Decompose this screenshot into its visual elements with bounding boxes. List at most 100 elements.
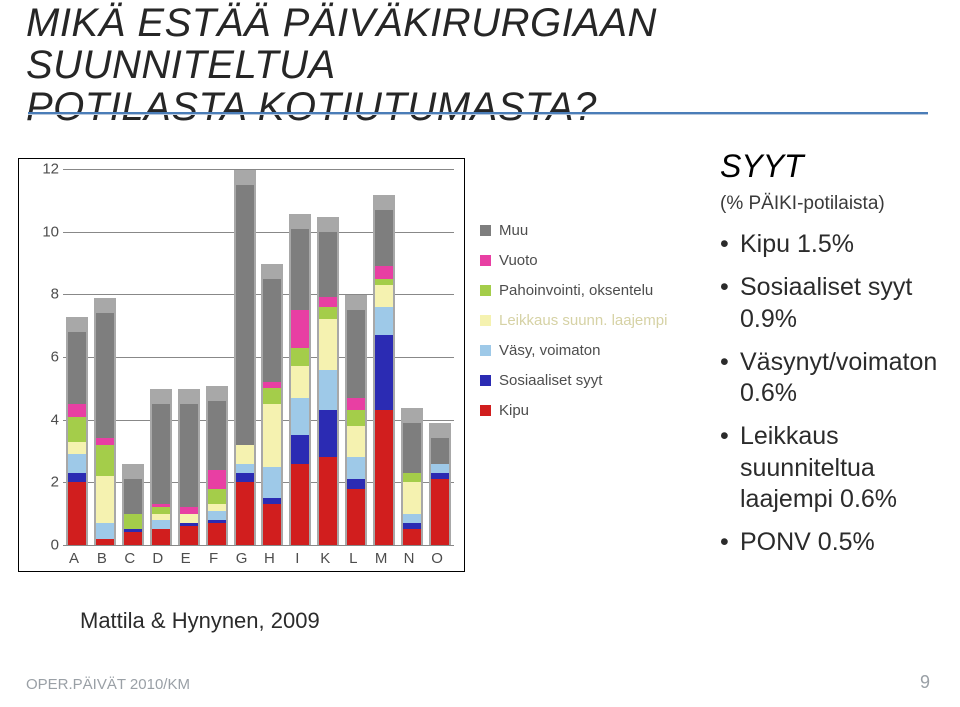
bar-segment-kipu bbox=[431, 479, 449, 545]
bar-segment-paho bbox=[263, 388, 281, 404]
bar-segment-muu bbox=[180, 404, 198, 507]
title-line2: POTILASTA KOTIUTUMASTA? bbox=[26, 86, 926, 128]
bar-segment-muu bbox=[291, 229, 309, 310]
bar-segment-vasy bbox=[375, 307, 393, 335]
bar-segment-kipu bbox=[319, 457, 337, 545]
bar-C: C bbox=[124, 169, 142, 545]
x-tick-label: G bbox=[233, 550, 251, 567]
bar-segment-muu bbox=[236, 185, 254, 445]
legend-label: Sosiaaliset syyt bbox=[499, 372, 602, 389]
bar-segment-muu bbox=[96, 313, 114, 438]
bar-segment-muu bbox=[263, 279, 281, 382]
bar-segment-sos bbox=[431, 473, 449, 479]
legend-item: Kipu bbox=[480, 402, 667, 419]
bar-segment-leik bbox=[375, 285, 393, 307]
causes-panel: SYYT (% PÄIKI-potilaista) Kipu 1.5%Sosia… bbox=[720, 148, 960, 570]
bar-segment-vuoto bbox=[180, 507, 198, 513]
bar-segment-leik bbox=[208, 504, 226, 510]
bar-segment-vuoto bbox=[319, 297, 337, 306]
bar-segment-leik bbox=[347, 426, 365, 457]
page-title: MIKÄ ESTÄÄ PÄIVÄKIRURGIAAN SUUNNITELTUA … bbox=[26, 2, 926, 128]
y-tick-label: 0 bbox=[29, 537, 59, 554]
bar-segment-sos bbox=[180, 523, 198, 526]
bar-segment-sos bbox=[319, 410, 337, 457]
legend-label: Vuoto bbox=[499, 252, 538, 269]
bar-segment-leik bbox=[68, 442, 86, 455]
bar-segment-kipu bbox=[263, 504, 281, 545]
x-tick-label: F bbox=[205, 550, 223, 567]
bar-segment-muu bbox=[68, 332, 86, 404]
bar-F: F bbox=[208, 169, 226, 545]
bar-segment-muu bbox=[124, 479, 142, 513]
bar-segment-muu bbox=[347, 310, 365, 398]
bar-segment-kipu bbox=[124, 532, 142, 545]
bar-segment-sos bbox=[403, 523, 421, 529]
bar-segment-kipu bbox=[152, 529, 170, 545]
bar-segment-sos bbox=[375, 335, 393, 410]
legend-swatch bbox=[480, 345, 491, 356]
bar-G: G bbox=[236, 169, 254, 545]
bar-segment-vasy bbox=[431, 464, 449, 473]
title-line1: MIKÄ ESTÄÄ PÄIVÄKIRURGIAAN SUUNNITELTUA bbox=[26, 2, 926, 86]
bar-segment-vasy bbox=[208, 511, 226, 520]
bar-segment-paho bbox=[347, 410, 365, 426]
bar-segment-kipu bbox=[403, 529, 421, 545]
legend-label: Leikkaus suunn. laajempi bbox=[499, 312, 667, 329]
y-tick-label: 8 bbox=[29, 286, 59, 303]
bar-segment-paho bbox=[152, 507, 170, 513]
bar-segment-leik bbox=[291, 366, 309, 397]
legend-label: Väsy, voimaton bbox=[499, 342, 600, 359]
x-tick-label: K bbox=[316, 550, 334, 567]
bar-segment-vasy bbox=[152, 520, 170, 529]
x-tick-label: D bbox=[149, 550, 167, 567]
title-divider bbox=[28, 112, 928, 116]
bar-segment-vasy bbox=[319, 370, 337, 411]
bar-N: N bbox=[403, 169, 421, 545]
legend-swatch bbox=[480, 225, 491, 236]
bar-segment-paho bbox=[403, 473, 421, 482]
bar-segment-vuoto bbox=[291, 310, 309, 348]
grid-line bbox=[63, 232, 454, 233]
legend-item: Sosiaaliset syyt bbox=[480, 372, 667, 389]
bar-segment-muu bbox=[152, 404, 170, 504]
bar-segment-paho bbox=[208, 489, 226, 505]
bar-segment-paho bbox=[96, 445, 114, 476]
chart-legend: MuuVuotoPahoinvointi, oksenteluLeikkaus … bbox=[480, 222, 667, 432]
panel-item: Sosiaaliset syyt 0.9% bbox=[720, 272, 960, 335]
bar-segment-paho bbox=[319, 307, 337, 320]
bar-segment-paho bbox=[68, 417, 86, 442]
bar-segment-kipu bbox=[96, 539, 114, 545]
bar-B: B bbox=[96, 169, 114, 545]
bar-segment-vasy bbox=[96, 523, 114, 539]
page-number: 9 bbox=[920, 672, 930, 693]
legend-swatch bbox=[480, 405, 491, 416]
bar-segment-vuoto bbox=[96, 438, 114, 444]
bar-segment-vuoto bbox=[208, 470, 226, 489]
bar-segment-vasy bbox=[347, 457, 365, 479]
x-tick-label: A bbox=[65, 550, 83, 567]
bar-segment-muu bbox=[431, 438, 449, 463]
bar-segment-paho bbox=[375, 279, 393, 285]
grid-line bbox=[63, 420, 454, 421]
bar-segment-sos bbox=[291, 435, 309, 463]
panel-item: PONV 0.5% bbox=[720, 527, 960, 558]
legend-item: Muu bbox=[480, 222, 667, 239]
bar-segment-vuoto bbox=[347, 398, 365, 411]
chart-caption: Mattila & Hynynen, 2009 bbox=[80, 608, 320, 634]
bar-segment-paho bbox=[291, 348, 309, 367]
x-tick-label: B bbox=[93, 550, 111, 567]
x-tick-label: M bbox=[372, 550, 390, 567]
bar-segment-sos bbox=[236, 473, 254, 482]
x-tick-label: O bbox=[428, 550, 446, 567]
y-tick-label: 10 bbox=[29, 223, 59, 240]
bar-segment-leik bbox=[96, 476, 114, 523]
bar-segment-muu bbox=[319, 232, 337, 298]
bar-segment-muu bbox=[403, 423, 421, 473]
legend-label: Kipu bbox=[499, 402, 529, 419]
grid-line bbox=[63, 545, 454, 546]
bar-segment-kipu bbox=[68, 482, 86, 545]
y-tick-label: 12 bbox=[29, 161, 59, 178]
x-tick-label: N bbox=[400, 550, 418, 567]
panel-item: Kipu 1.5% bbox=[720, 229, 960, 260]
bar-segment-leik bbox=[152, 514, 170, 520]
